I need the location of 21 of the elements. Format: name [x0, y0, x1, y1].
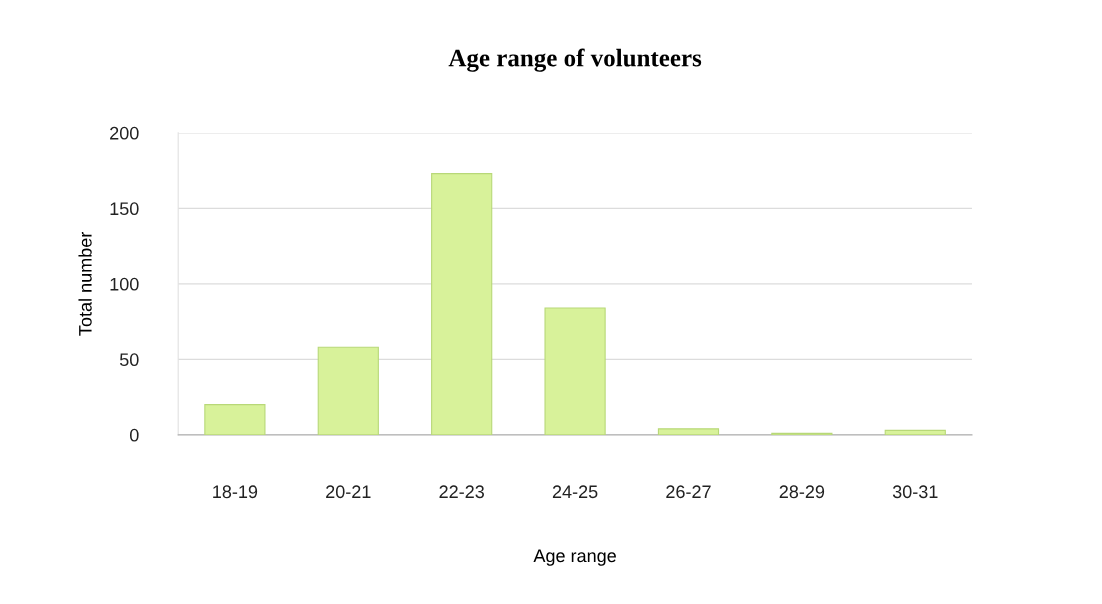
y-tick-label: 150: [110, 202, 139, 216]
bar: [431, 173, 493, 435]
bar: [317, 346, 379, 435]
x-tick-label: 24-25: [552, 485, 598, 499]
y-axis-title: Total number: [78, 231, 92, 336]
x-tick-label: 22-23: [439, 485, 484, 499]
y-tick-label: 50: [119, 353, 139, 367]
x-tick-label: 18-19: [213, 485, 258, 499]
y-tick-label: 0: [129, 428, 139, 442]
bar: [204, 404, 266, 435]
x-tick-label: 28-29: [779, 485, 825, 499]
y-tick-label: 200: [110, 126, 139, 140]
chart-title: Age range of volunteers: [448, 48, 702, 72]
y-tick-label: 100: [110, 277, 139, 291]
bar: [657, 428, 720, 435]
x-tick-label: 20-21: [326, 485, 371, 499]
bar: [544, 307, 606, 435]
x-axis-title: Age range: [533, 549, 616, 566]
x-tick-label: 26-27: [666, 485, 711, 499]
x-tick-label: 30-31: [892, 485, 938, 499]
bar: [884, 429, 946, 435]
